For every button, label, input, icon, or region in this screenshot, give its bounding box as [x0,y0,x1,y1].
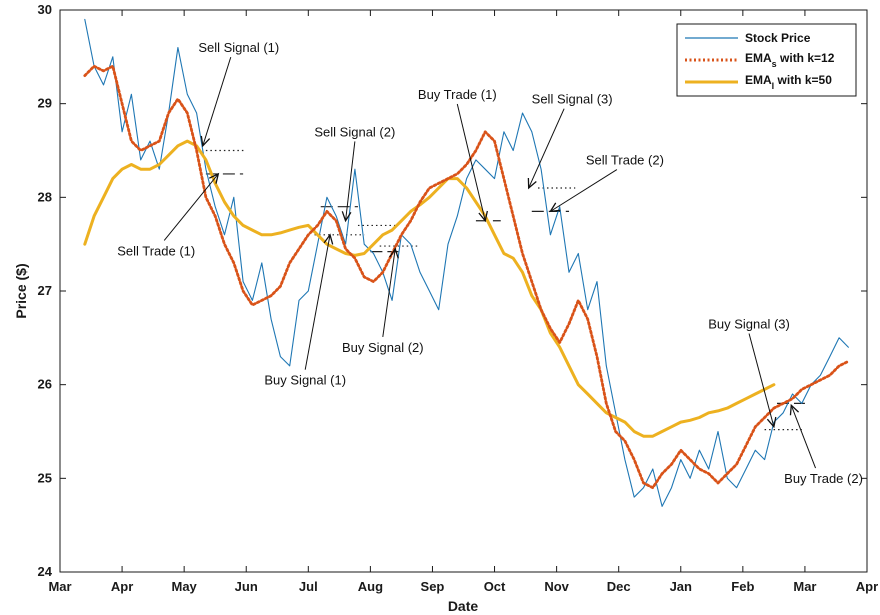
x-tick-label: Feb [731,579,754,594]
legend: Stock Price EMAs with k=12 EMAl with k=5… [676,23,857,97]
annotation-label: Buy Trade (1) [418,87,497,102]
annotation-label: Sell Signal (1) [198,40,279,55]
series-line-ema-l [83,139,776,438]
annotation-arrow-head [389,247,399,259]
annotation-arrow-line [790,405,817,469]
legend-ema-l-main: EMA [745,73,772,87]
x-tick-label: Nov [544,579,569,594]
x-tick-label: May [172,579,198,594]
annotations: Sell Signal (1) Sell Trade (1) Sell Signal… [117,40,863,486]
annotation-arrow-line [748,333,775,427]
legend-ema-l-sub: l [772,81,775,91]
x-tick-label: Dec [607,579,631,594]
x-tick-label: Sep [421,579,445,594]
annotation: Sell Signal (2) [314,124,395,223]
annotation-arrow-head [766,416,777,429]
legend-label-ema-l: EMAl with k=50 [745,73,832,91]
x-axis: Mar Apr May Jun Jul Aug Sep Oct Nov Dec Jan Feb Mar A… [48,10,878,594]
x-tick-label: Jun [235,579,258,594]
annotation-arrow-line [550,169,618,212]
annotation: Sell Signal (3) [527,92,613,190]
x-tick-label: Apr [856,579,878,594]
annotation-arrow-line [382,248,396,337]
annotation-arrow-line [345,141,356,221]
x-axis-title: Date [448,598,479,614]
annotation: Buy Trade (1) [418,87,497,223]
legend-ema-s-main: EMA [745,51,772,65]
annotation: Sell Trade (1) [117,172,220,258]
annotation-arrow-line [202,56,232,146]
series-layer [83,18,850,507]
legend-ema-s-tail: with k=12 [777,51,835,65]
legend-box [676,23,857,97]
x-tick-label: Apr [111,579,133,594]
annotation-label: Sell Signal (3) [532,92,613,107]
annotation-label: Buy Trade (2) [784,471,863,486]
annotation-arrow-line [528,108,565,189]
legend-ema-l-tail: with k=50 [774,73,832,87]
y-tick-label: 30 [38,2,52,17]
annotation-label: Sell Signal (2) [314,124,395,139]
plot-area [59,9,868,573]
y-tick-label: 24 [38,564,53,579]
annotation: Buy Signal (3) [708,316,790,429]
annotation-label: Buy Signal (1) [264,373,346,388]
annotation: Sell Signal (1) [198,40,279,148]
y-axis: 24 25 26 27 28 29 30 [38,2,867,579]
annotation-arrow-line [163,173,219,241]
annotation-label: Buy Signal (2) [342,340,424,355]
annotation-arrow-head [341,211,352,223]
annotation-arrow-line [456,103,486,221]
x-tick-label: Jan [670,579,692,594]
y-tick-label: 26 [38,377,52,392]
series-line-ema-s [83,64,850,490]
y-tick-label: 27 [38,283,52,298]
x-tick-label: Mar [793,579,816,594]
annotation: Buy Signal (2) [342,247,424,355]
annotation-arrow-head [789,403,800,416]
y-tick-label: 25 [38,470,52,485]
y-tick-label: 29 [38,96,52,111]
x-tick-label: Aug [358,579,383,594]
annotation: Buy Signal (1) [264,233,346,388]
series-line-stock-price [84,18,849,507]
annotation: Sell Trade (2) [549,153,664,213]
annotation-arrow-line [304,234,331,370]
legend-label-stock: Stock Price [745,31,811,45]
y-axis-title: Price ($) [13,263,29,318]
y-tick-label: 28 [38,189,52,204]
annotation-label: Sell Trade (1) [117,243,195,258]
x-tick-label: Jul [299,579,318,594]
annotation-label: Sell Trade (2) [586,153,664,168]
annotation-arrow-head [200,135,211,148]
annotation: Buy Trade (2) [784,403,863,486]
x-tick-label: Mar [48,579,71,594]
x-tick-label: Oct [484,579,506,594]
annotation-arrow-head [549,202,561,213]
annotation-arrow-head [527,177,537,190]
annotation-arrow-head [323,233,334,245]
annotation-arrow-head [208,172,220,184]
legend-label-ema-s: EMAs with k=12 [745,51,835,69]
legend-ema-s-sub: s [772,59,777,69]
annotation-arrow-head [478,210,488,223]
annotation-label: Buy Signal (3) [708,316,790,331]
